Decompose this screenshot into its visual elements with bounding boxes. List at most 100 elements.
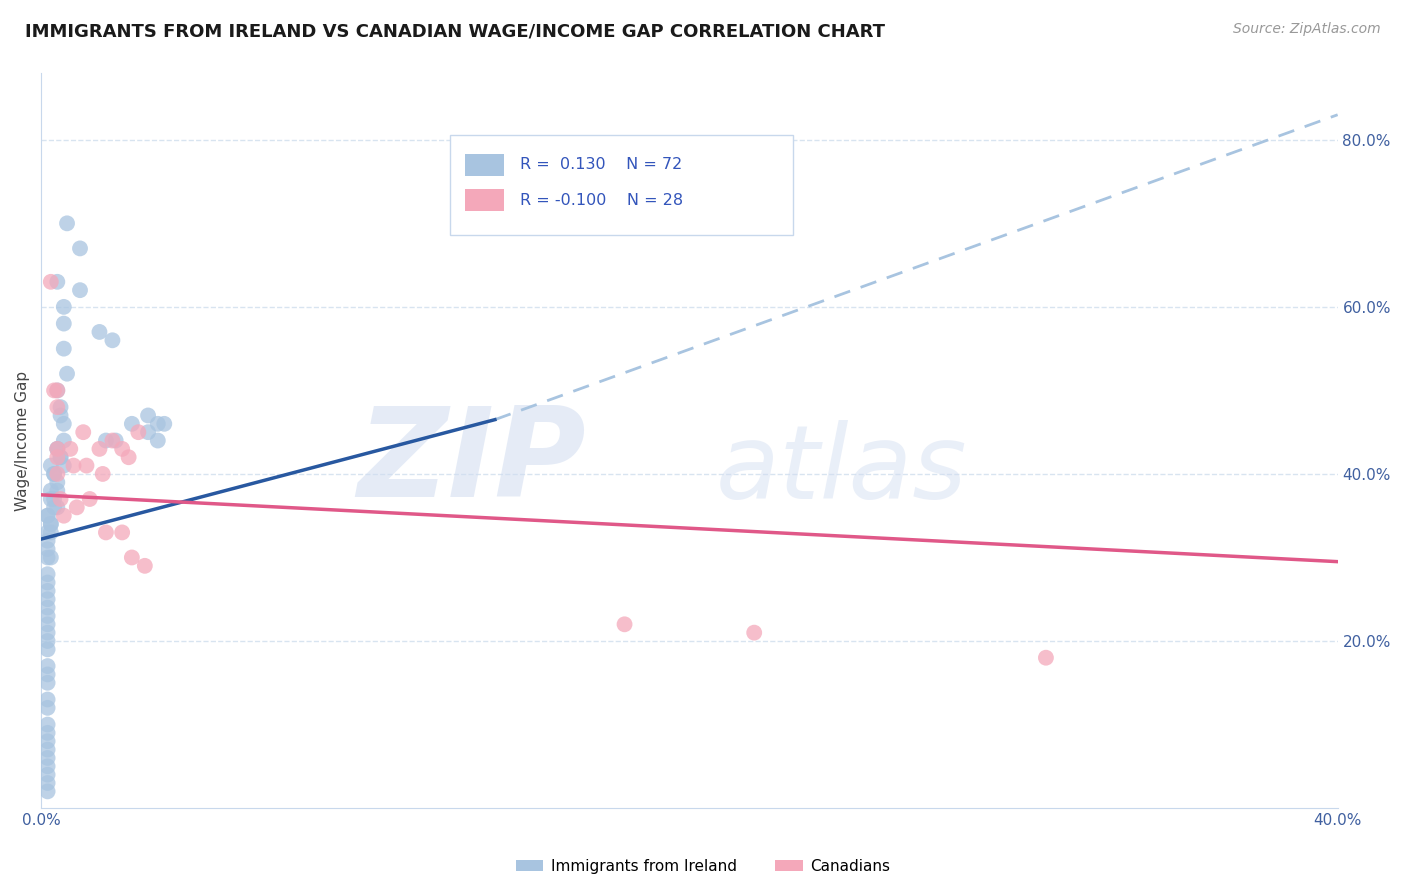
Point [39,483,62,498]
Point [62,458,84,473]
Point [42,384,65,398]
FancyBboxPatch shape [450,136,793,235]
Point [59,442,82,456]
Point [66,500,89,515]
Point [72,425,94,440]
Point [111,442,134,456]
Point [37,701,59,715]
Point [46,275,69,289]
Point [101,434,124,448]
Point [52,458,75,473]
Point [136,425,159,440]
Point [104,434,127,448]
Point [101,333,124,347]
Point [46,442,69,456]
Point [37,508,59,523]
Point [146,417,169,431]
Point [134,558,156,573]
Point [39,517,62,532]
Point [46,384,69,398]
Point [94,434,117,448]
Point [37,734,59,748]
Point [37,659,59,673]
Point [37,742,59,756]
Text: Source: ZipAtlas.com: Source: ZipAtlas.com [1233,22,1381,37]
Text: IMMIGRANTS FROM IRELAND VS CANADIAN WAGE/INCOME GAP CORRELATION CHART: IMMIGRANTS FROM IRELAND VS CANADIAN WAGE… [25,22,886,40]
Point [37,575,59,590]
Point [37,533,59,548]
Point [52,417,75,431]
Point [69,241,91,255]
Point [37,634,59,648]
Point [46,475,69,490]
Point [37,667,59,681]
Point [37,751,59,765]
Point [52,317,75,331]
Point [37,726,59,740]
Point [39,525,62,540]
Point [89,325,111,339]
Point [76,458,98,473]
Point [49,491,72,506]
Point [39,275,62,289]
Point [742,625,765,640]
Point [37,508,59,523]
Point [136,409,159,423]
Point [146,434,169,448]
Point [37,717,59,731]
Point [153,417,176,431]
Point [39,517,62,532]
Text: ZIP: ZIP [357,402,586,523]
Point [49,409,72,423]
Point [37,692,59,706]
Point [37,550,59,565]
Point [52,434,75,448]
Point [46,442,69,456]
Point [613,617,636,632]
Point [49,400,72,414]
FancyBboxPatch shape [465,189,503,211]
Point [42,500,65,515]
Point [42,467,65,481]
Point [37,592,59,607]
Point [39,550,62,565]
Point [117,450,139,465]
Point [37,642,59,657]
Point [56,367,79,381]
Point [39,491,62,506]
Point [42,467,65,481]
Point [46,442,69,456]
Point [89,442,111,456]
Point [127,425,149,440]
Point [121,417,143,431]
Point [37,776,59,790]
Point [49,450,72,465]
Point [37,675,59,690]
Point [37,625,59,640]
Point [37,567,59,582]
Point [37,759,59,773]
Text: R =  0.130    N = 72: R = 0.130 N = 72 [520,157,682,172]
Point [52,342,75,356]
Point [37,583,59,598]
Point [49,450,72,465]
Point [94,525,117,540]
Point [37,525,59,540]
Point [1035,650,1057,665]
Point [37,542,59,557]
Point [37,784,59,798]
Y-axis label: Wage/Income Gap: Wage/Income Gap [15,370,30,510]
Point [69,283,91,297]
Point [121,550,143,565]
Text: R = -0.100    N = 28: R = -0.100 N = 28 [520,193,683,208]
Point [39,458,62,473]
Point [56,216,79,230]
Legend: Immigrants from Ireland, Canadians: Immigrants from Ireland, Canadians [509,853,897,880]
Point [46,450,69,465]
Point [37,617,59,632]
Point [52,508,75,523]
Point [37,600,59,615]
Point [111,525,134,540]
Text: atlas: atlas [716,420,967,520]
Point [46,483,69,498]
